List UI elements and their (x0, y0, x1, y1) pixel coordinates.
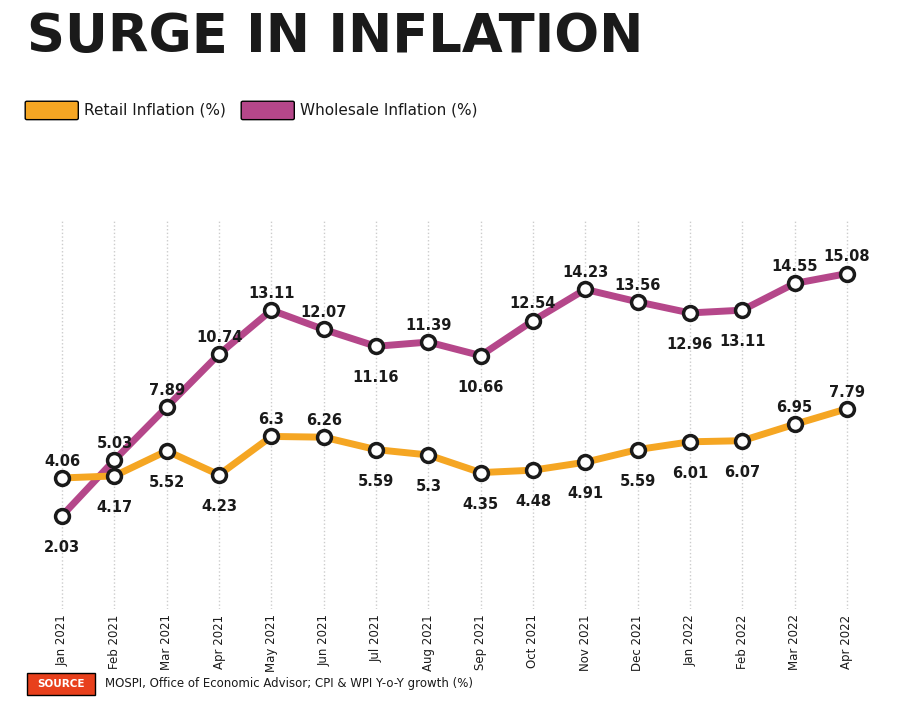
Text: 11.39: 11.39 (405, 318, 452, 333)
Text: 5.3: 5.3 (415, 479, 441, 494)
Text: 4.35: 4.35 (463, 497, 499, 512)
Text: 14.55: 14.55 (771, 259, 818, 274)
Text: 5.03: 5.03 (96, 435, 132, 451)
Text: Retail Inflation (%): Retail Inflation (%) (84, 102, 226, 118)
Text: 7.89: 7.89 (148, 383, 184, 398)
Text: 13.11: 13.11 (248, 286, 294, 301)
Text: MOSPI, Office of Economic Advisor; CPI & WPI Y-o-Y growth (%): MOSPI, Office of Economic Advisor; CPI &… (105, 678, 473, 690)
Text: 5.52: 5.52 (148, 475, 184, 490)
Text: 5.59: 5.59 (619, 474, 656, 489)
Text: 13.56: 13.56 (615, 278, 661, 292)
Text: 4.48: 4.48 (515, 494, 551, 509)
Text: 6.01: 6.01 (671, 466, 708, 481)
Text: 11.16: 11.16 (353, 370, 400, 385)
Text: 6.95: 6.95 (777, 400, 813, 415)
Text: 4.17: 4.17 (96, 500, 132, 515)
Text: SOURCE: SOURCE (37, 679, 85, 689)
Text: 4.06: 4.06 (44, 454, 80, 469)
Text: Wholesale Inflation (%): Wholesale Inflation (%) (300, 102, 477, 118)
Text: 12.96: 12.96 (667, 337, 713, 352)
Text: 7.79: 7.79 (829, 384, 865, 399)
Text: 4.23: 4.23 (201, 499, 237, 514)
Text: 4.91: 4.91 (567, 486, 603, 501)
Text: 12.07: 12.07 (301, 305, 346, 320)
Text: 15.08: 15.08 (824, 249, 870, 264)
Text: 2.03: 2.03 (44, 539, 80, 554)
Text: 6.26: 6.26 (306, 413, 342, 428)
Text: 6.3: 6.3 (258, 412, 284, 427)
Text: 6.07: 6.07 (724, 464, 760, 480)
Text: 13.11: 13.11 (719, 334, 766, 349)
Text: 10.74: 10.74 (196, 330, 242, 345)
Text: 12.54: 12.54 (509, 297, 556, 312)
Text: 10.66: 10.66 (457, 379, 504, 394)
Text: 14.23: 14.23 (562, 265, 608, 280)
Text: 5.59: 5.59 (358, 474, 394, 489)
Text: SURGE IN INFLATION: SURGE IN INFLATION (27, 11, 644, 62)
